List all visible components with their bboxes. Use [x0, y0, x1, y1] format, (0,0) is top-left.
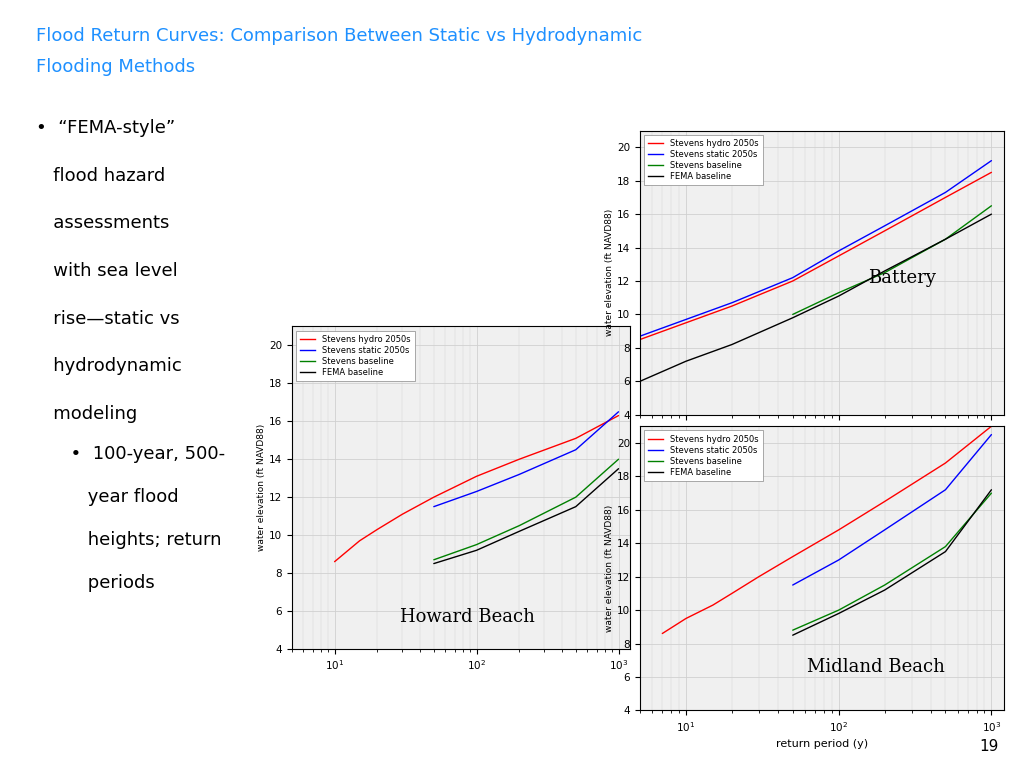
- Text: hydrodynamic: hydrodynamic: [36, 357, 181, 375]
- Text: Flooding Methods: Flooding Methods: [36, 58, 195, 75]
- Text: Battery: Battery: [867, 269, 936, 286]
- Text: with sea level: with sea level: [36, 262, 177, 280]
- Text: rise—static vs: rise—static vs: [36, 310, 179, 327]
- Y-axis label: water elevation (ft NAVD88): water elevation (ft NAVD88): [605, 505, 614, 632]
- Text: •  100-year, 500-: • 100-year, 500-: [36, 445, 225, 462]
- Text: Howard Beach: Howard Beach: [400, 608, 535, 627]
- Y-axis label: water elevation (ft NAVD88): water elevation (ft NAVD88): [605, 209, 614, 336]
- Text: modeling: modeling: [36, 405, 137, 422]
- X-axis label: return period (y): return period (y): [776, 740, 867, 750]
- Text: heights; return: heights; return: [36, 531, 221, 548]
- Text: Midland Beach: Midland Beach: [807, 658, 945, 677]
- Text: flood hazard: flood hazard: [36, 167, 165, 184]
- Legend: Stevens hydro 2050s, Stevens static 2050s, Stevens baseline, FEMA baseline: Stevens hydro 2050s, Stevens static 2050…: [296, 330, 415, 381]
- Legend: Stevens hydro 2050s, Stevens static 2050s, Stevens baseline, FEMA baseline: Stevens hydro 2050s, Stevens static 2050…: [644, 134, 763, 185]
- Text: Flood Return Curves: Comparison Between Static vs Hydrodynamic: Flood Return Curves: Comparison Between …: [36, 27, 642, 45]
- Text: 19: 19: [979, 739, 998, 754]
- Text: periods: periods: [36, 574, 155, 591]
- Text: year flood: year flood: [36, 488, 178, 505]
- Text: assessments: assessments: [36, 214, 169, 232]
- Text: •  “FEMA-style”: • “FEMA-style”: [36, 119, 175, 137]
- Legend: Stevens hydro 2050s, Stevens static 2050s, Stevens baseline, FEMA baseline: Stevens hydro 2050s, Stevens static 2050…: [644, 430, 763, 481]
- Y-axis label: water elevation (ft NAVD88): water elevation (ft NAVD88): [257, 424, 266, 551]
